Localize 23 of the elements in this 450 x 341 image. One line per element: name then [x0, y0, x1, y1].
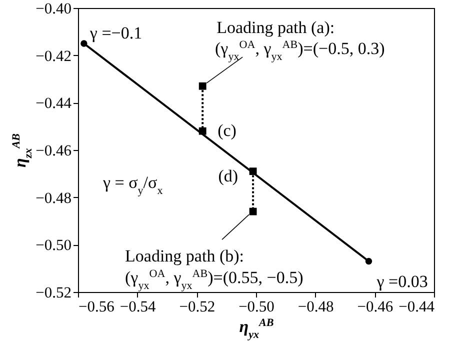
y-tick-label: −0.40	[36, 0, 72, 18]
x-tick-label: −0.54	[120, 298, 156, 316]
x-tick-label: −0.56	[78, 298, 115, 316]
x-tick-label: −0.52	[179, 298, 216, 316]
annotation: (γ$_{yx}$$^{OA}$, γ$_{yx}$$^{AB}$)=(0.55, −0.5)	[125, 268, 304, 292]
x-tick-label: −0.48	[298, 298, 334, 316]
y-tick-label: −0.48	[36, 190, 72, 207]
annotation: γ = σ$_{y}$/σ$_{x}$	[102, 173, 164, 197]
y-tick-label: −0.42	[36, 48, 72, 65]
x-tick-label: −0.50	[238, 298, 275, 316]
y-tick-label: −0.52	[36, 284, 72, 302]
y-tick-label: −0.44	[36, 95, 72, 112]
annotation: (d)	[218, 166, 238, 186]
annotation: γ =0.03	[376, 272, 428, 292]
x-tick-label: −0.46	[357, 298, 394, 316]
annotation: (c)	[218, 121, 236, 140]
annotation: Loading path (a):	[216, 18, 335, 38]
annotation: Loading path (b):	[125, 246, 244, 266]
y-tick-label: −0.50	[36, 237, 72, 254]
x-tick-label: −0.44	[398, 298, 435, 316]
annotation: (γ$_{yx}$$^{OA}$, γ$_{yx}$$^{AB}$)=(−0.5, 0.3)	[215, 39, 385, 63]
annotation: γ =−0.1	[88, 24, 142, 42]
y-tick-label: −0.46	[36, 142, 72, 160]
